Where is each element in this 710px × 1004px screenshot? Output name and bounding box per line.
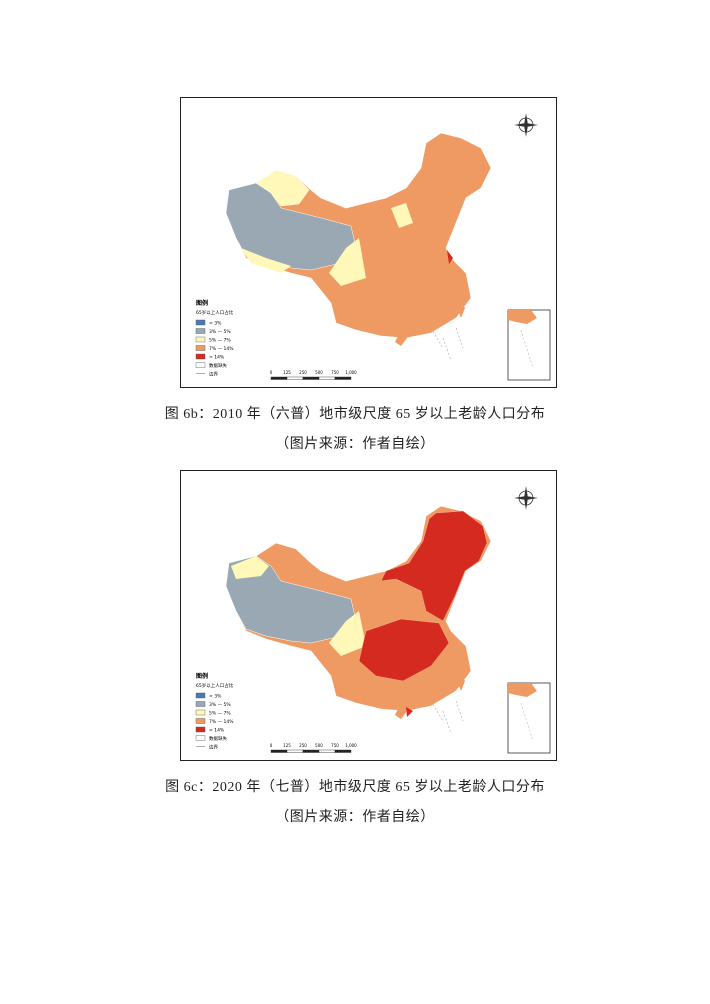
- region-yellow: [329, 238, 366, 286]
- caption-source: （图片来源：作者自绘）: [275, 437, 435, 452]
- island: [395, 334, 407, 346]
- scale-seg: [318, 749, 336, 753]
- legend-swatch: [195, 692, 206, 699]
- scale-seg: [334, 749, 352, 753]
- region-red: [447, 250, 453, 264]
- legend-swatch: [195, 709, 206, 716]
- region-red: [380, 510, 488, 622]
- legend-label: < 3%: [209, 321, 222, 327]
- caption: 图 6b：2010 年（六普）地市级尺度 65 岁以上老龄人口分布: [164, 407, 546, 422]
- scale-seg: [302, 749, 320, 753]
- legend-label: > 14%: [209, 355, 225, 361]
- legend-swatch: [195, 345, 206, 351]
- legend-label: 数据缺失: [209, 735, 227, 742]
- sea-dash: [455, 700, 464, 722]
- island: [458, 303, 465, 318]
- legend-subtitle: 65岁以上人口占比: [196, 682, 234, 689]
- scale-label: 500: [315, 743, 323, 748]
- legend-swatch: [195, 726, 206, 733]
- scale-label: 250: [299, 743, 307, 748]
- compass-star: [514, 113, 538, 137]
- legend-title: 图例: [196, 672, 208, 680]
- legend-label: 5% — 7%: [209, 711, 231, 717]
- legend-swatch: [195, 362, 206, 368]
- scale-seg: [270, 376, 288, 380]
- scale-label: 125: [283, 743, 291, 748]
- legend-label: < 3%: [209, 694, 222, 700]
- map: 图例 65岁以上人口占比 < 3% 3% — 5% 5% — 7% 7% — 14% > 1…: [195, 486, 551, 754]
- island: [458, 676, 465, 691]
- legend-title: 图例: [196, 299, 208, 307]
- scale-seg: [270, 749, 288, 753]
- region-yellow: [255, 169, 310, 207]
- caption: 图 6c：2020 年（七普）地市级尺度 65 岁以上老龄人口分布: [165, 780, 545, 795]
- legend-swatch: [195, 718, 206, 724]
- legend-label: 7% — 14%: [209, 346, 234, 352]
- scale-label: 250: [299, 370, 307, 375]
- legend-label: 3% — 5%: [209, 702, 231, 708]
- legend-label: 边界: [209, 744, 218, 751]
- legend-swatch: [195, 319, 206, 326]
- island: [395, 707, 407, 719]
- scale-label: 500: [315, 370, 323, 375]
- scale-seg: [286, 749, 304, 753]
- sea-dash: [442, 710, 452, 734]
- legend-swatch: [195, 735, 206, 741]
- map: 图例 65岁以上人口占比 < 3% 3% — 5% 5% — 7% 7% — 14% > 1…: [195, 113, 551, 381]
- sea-dash: [455, 327, 464, 349]
- scale-label: 750: [331, 370, 339, 375]
- legend-label: 3% — 5%: [209, 329, 231, 335]
- legend-swatch: [195, 336, 206, 343]
- scale-seg: [334, 376, 352, 380]
- sea-dash: [442, 337, 452, 361]
- legend-subtitle: 65岁以上人口占比: [196, 309, 234, 316]
- inset-land: [508, 683, 537, 697]
- figure: 图例 65岁以上人口占比 < 3% 3% — 5% 5% — 7% 7% — 14% > 1…: [180, 470, 557, 761]
- region-yellow: [241, 248, 291, 273]
- scale-label: 125: [283, 370, 291, 375]
- legend-swatch: [195, 701, 206, 707]
- scale-label: 750: [331, 743, 339, 748]
- scale-seg: [286, 376, 304, 380]
- scale-seg: [318, 376, 336, 380]
- legend-swatch: [195, 353, 206, 360]
- legend-label: 数据缺失: [209, 362, 227, 369]
- region-yellow: [329, 611, 366, 656]
- legend-label: 边界: [209, 371, 218, 378]
- scale-label: 1,000: [345, 370, 357, 375]
- caption-source: （图片来源：作者自绘）: [275, 810, 435, 825]
- legend-label: 7% — 14%: [209, 719, 234, 725]
- scale-label: 0: [270, 743, 273, 748]
- scale-label: 0: [270, 370, 273, 375]
- inset-dash: [520, 702, 534, 742]
- region-red: [358, 618, 450, 682]
- legend-swatch: [195, 328, 206, 334]
- region-yellow: [231, 556, 269, 579]
- inset-dash: [520, 329, 534, 369]
- region-red: [406, 707, 413, 717]
- legend-label: 5% — 7%: [209, 338, 231, 344]
- scale-label: 1,000: [345, 743, 357, 748]
- inset-land: [508, 310, 537, 324]
- legend-label: > 14%: [209, 728, 225, 734]
- region-yellow: [391, 203, 413, 228]
- figure: 图例 65岁以上人口占比 < 3% 3% — 5% 5% — 7% 7% — 14% > 1…: [180, 97, 557, 388]
- scale-seg: [302, 376, 320, 380]
- compass-star: [514, 486, 538, 510]
